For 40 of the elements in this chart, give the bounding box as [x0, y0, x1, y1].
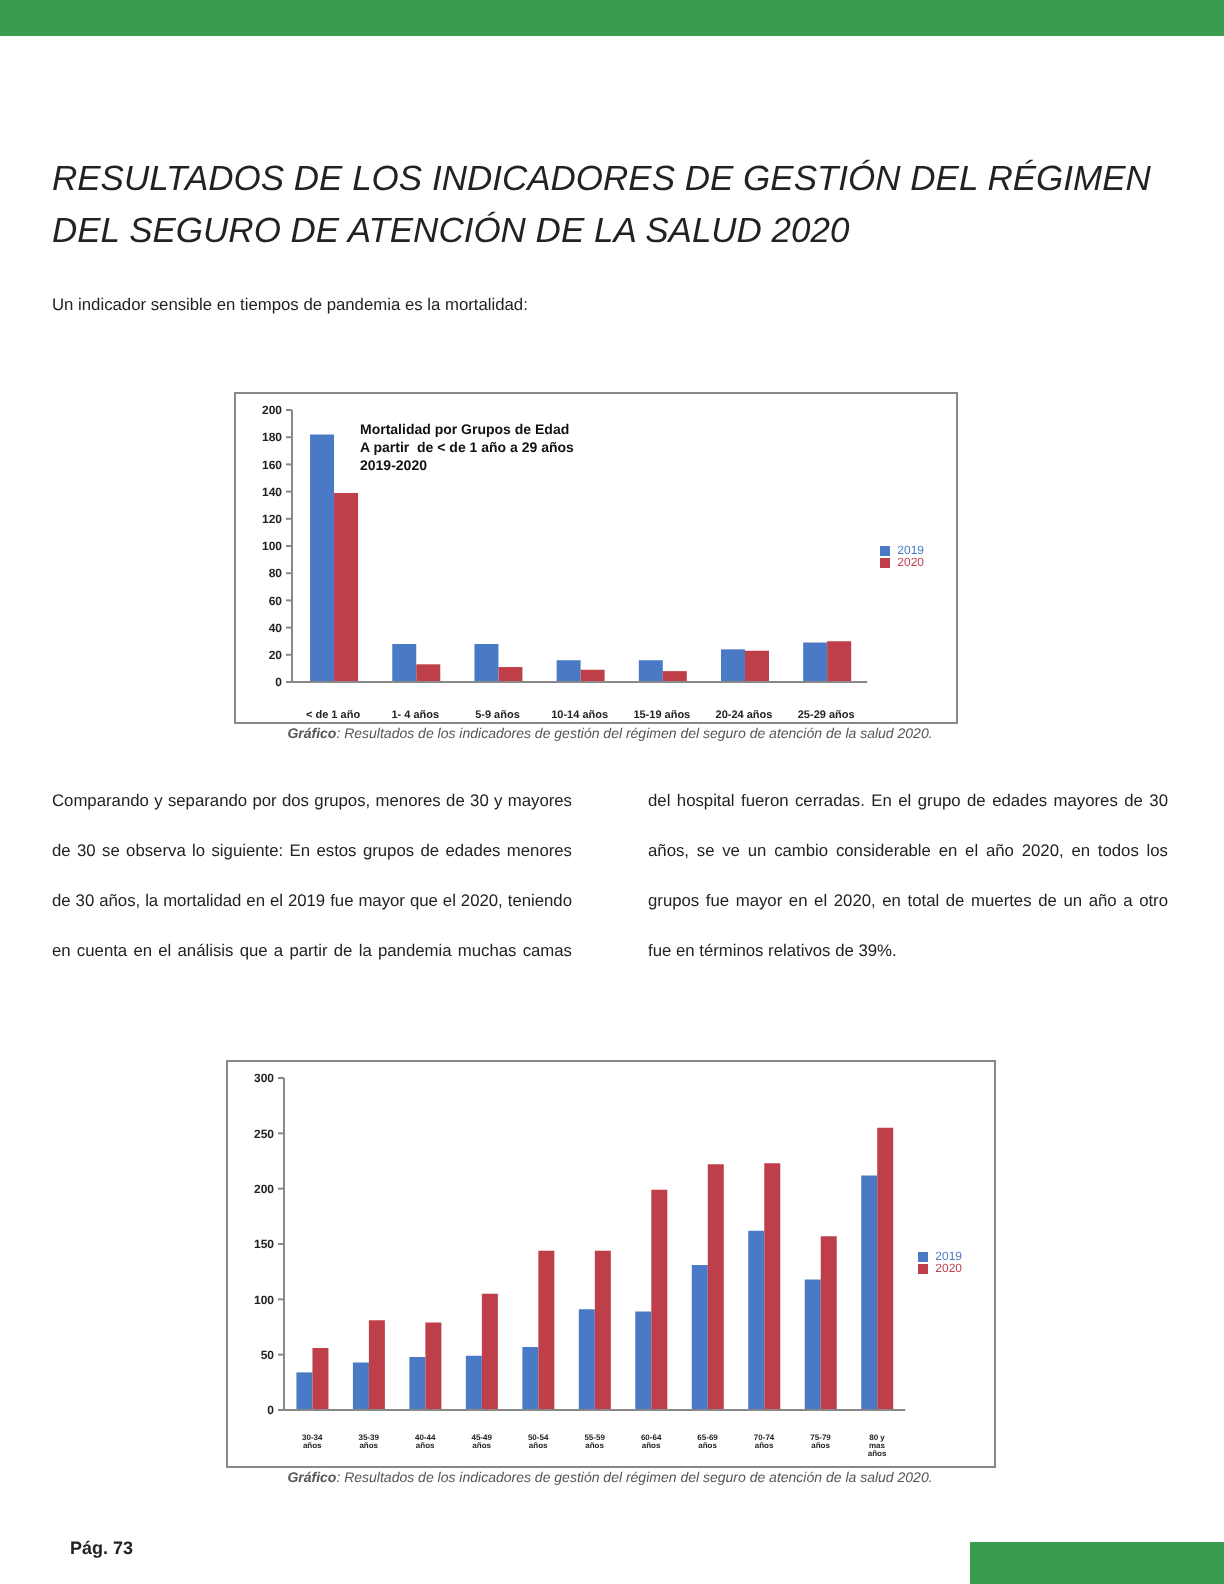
bar — [707, 1164, 724, 1410]
bar — [651, 1189, 668, 1410]
bar — [416, 664, 441, 682]
bar — [861, 1175, 878, 1410]
bar — [556, 660, 581, 682]
text: Un indicador sensible en tiempos de pandemia es la mortalidad: — [52, 292, 530, 318]
bar — [638, 660, 663, 682]
bar — [635, 1311, 652, 1410]
bar — [334, 492, 359, 682]
bar — [804, 1279, 821, 1410]
bar — [498, 667, 523, 682]
bar — [691, 1265, 708, 1410]
bar — [425, 1322, 442, 1410]
bar — [352, 1362, 369, 1410]
text: Pág. 73 — [70, 1538, 134, 1558]
bar — [764, 1163, 781, 1410]
bar — [662, 671, 687, 682]
bar — [409, 1356, 426, 1410]
bar — [748, 1230, 765, 1410]
bar — [820, 1236, 837, 1410]
bar — [877, 1127, 894, 1410]
text: RESULTADOS DE LOS INDICADORES DE GESTIÓN DEL RÉGIMEN DEL SEGURO DE ATENCIÓN DE LA SALUD 2020 — [52, 156, 1153, 254]
bar — [803, 642, 828, 682]
bar — [578, 1309, 595, 1410]
bar — [481, 1293, 498, 1410]
bar — [465, 1355, 482, 1410]
bar — [522, 1346, 539, 1410]
text: Comparando y separando por dos grupos, menores de 30 y mayores de 30 se observa lo siguiente: En estos grupos de edades menores de 30 años, la mortalidad en el 2019 fue mayor que el 2020, teniendo en cuenta en el análisis que a partir de la pandemia muchas camas del hospital fueron cerradas. En el grupo de edades mayores de 30 años, se ve un cambio considerable en el año 2020, en todos los grupos fue mayor en el 2020, en total de muertes de un año a otro fue en términos relativos de 39%. — [52, 790, 1168, 960]
bar — [296, 1372, 313, 1410]
bar — [368, 1320, 385, 1410]
bar — [827, 641, 852, 682]
bar — [745, 650, 769, 682]
bar — [392, 643, 417, 682]
bar — [580, 669, 605, 682]
bar — [474, 643, 499, 682]
bar — [310, 434, 335, 682]
bar — [538, 1250, 555, 1410]
bar — [312, 1348, 329, 1410]
bar — [721, 649, 745, 682]
bar — [594, 1250, 611, 1410]
